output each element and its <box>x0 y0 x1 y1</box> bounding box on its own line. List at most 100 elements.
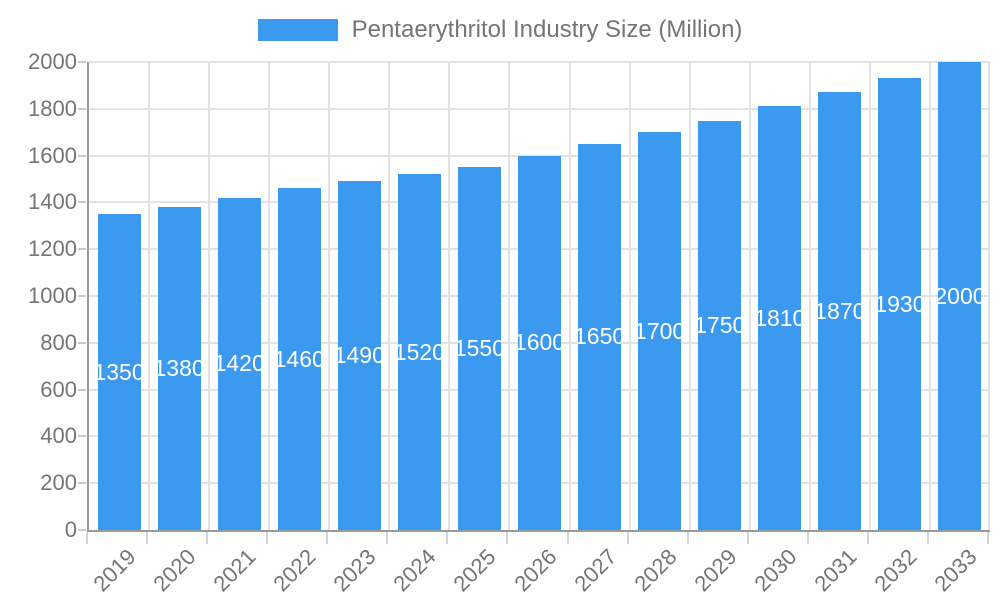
y-axis-tick <box>78 248 86 251</box>
bar-value-label: 1420 <box>217 350 261 377</box>
bar-value-label: 1750 <box>698 311 742 338</box>
y-axis-tick <box>78 341 86 344</box>
bar-value-label: 1380 <box>157 355 201 382</box>
y-tick-label: 1600 <box>28 142 77 168</box>
x-axis-tick <box>146 532 149 544</box>
bar[interactable]: 1600 <box>518 155 561 530</box>
y-tick-label: 1000 <box>28 283 77 308</box>
y-axis-tick <box>78 295 86 297</box>
x-axis-tick <box>926 532 929 544</box>
x-tick-label: 2032 <box>869 544 922 597</box>
y-tick-label: 0 <box>64 517 77 542</box>
x-tick-label: 2028 <box>629 544 682 597</box>
plot-area: 1350 1380 1420 1460 1490 1520 1550 1600 1650 1700… <box>87 61 990 532</box>
x-tick-label: 2020 <box>148 544 201 597</box>
bar-value-label: 1460 <box>277 345 321 372</box>
x-tick-label: 2030 <box>749 544 802 597</box>
gridline-vertical <box>508 62 511 530</box>
gridline-horizontal <box>89 154 990 157</box>
gridline-vertical <box>448 62 451 530</box>
x-tick-label: 2023 <box>328 544 381 597</box>
gridline-vertical <box>628 62 631 530</box>
x-axis-tick <box>987 532 989 544</box>
x-tick-label: 2019 <box>88 544 141 597</box>
x-tick-label: 2029 <box>689 544 742 597</box>
y-tick-label: 600 <box>40 376 77 402</box>
x-axis-tick <box>686 532 689 544</box>
gridline-horizontal <box>89 107 990 110</box>
bar-value-label: 2000 <box>938 282 982 309</box>
bar-value-label: 1520 <box>397 338 441 365</box>
gridline-vertical <box>268 62 271 530</box>
bar[interactable]: 1870 <box>818 92 862 530</box>
x-axis-tick <box>566 532 569 544</box>
x-axis-tick <box>506 532 509 544</box>
gridline-vertical <box>328 62 331 530</box>
gridline-vertical <box>808 62 811 530</box>
bar-value-label: 1600 <box>518 329 561 356</box>
x-tick-label: 2021 <box>208 544 261 597</box>
bar[interactable]: 1490 <box>337 181 381 530</box>
bar-value-label: 1650 <box>578 323 622 350</box>
bar[interactable]: 1380 <box>157 207 201 530</box>
bar-value-label: 1550 <box>457 335 501 362</box>
x-axis-tick <box>806 532 809 544</box>
gridline-vertical <box>148 62 151 530</box>
gridline-vertical <box>208 62 211 530</box>
gridline-vertical <box>388 62 391 530</box>
x-axis-tick <box>266 532 269 544</box>
gridline-vertical <box>868 62 871 530</box>
y-axis-tick <box>78 61 86 63</box>
x-tick-label: 2022 <box>268 544 321 597</box>
bar[interactable]: 1550 <box>457 167 501 530</box>
bar-value-label: 1700 <box>638 317 682 344</box>
y-axis-tick <box>78 482 86 485</box>
gridline-vertical <box>988 62 990 530</box>
y-tick-label: 1200 <box>28 236 77 262</box>
bar[interactable]: 1650 <box>578 143 622 530</box>
bar[interactable]: 1700 <box>638 132 682 530</box>
x-axis-tick <box>386 532 389 544</box>
x-tick-label: 2031 <box>809 544 862 597</box>
gridline-horizontal <box>89 61 990 63</box>
y-tick-label: 400 <box>40 423 77 449</box>
bar-value-label: 1490 <box>337 342 381 369</box>
x-tick-label: 2027 <box>568 544 622 597</box>
x-axis-tick <box>746 532 749 544</box>
y-tick-label: 200 <box>40 470 77 496</box>
legend-item[interactable]: Pentaerythritol Industry Size (Million) <box>0 16 1000 44</box>
y-axis-tick <box>78 107 86 110</box>
x-tick-label: 2026 <box>508 544 562 597</box>
x-axis-tick <box>206 532 209 544</box>
bar[interactable]: 1810 <box>758 106 802 530</box>
bar[interactable]: 1520 <box>397 174 441 530</box>
bar-value-label: 1870 <box>818 297 862 324</box>
bar-value-label: 1930 <box>878 290 922 317</box>
x-axis-tick <box>866 532 869 544</box>
legend-label: Pentaerythritol Industry Size (Million) <box>351 16 743 43</box>
bar[interactable]: 2000 <box>938 62 982 530</box>
bar-value-label: 1350 <box>97 358 141 385</box>
y-axis-tick <box>78 435 86 438</box>
gridline-vertical <box>748 62 751 530</box>
bar[interactable]: 1750 <box>698 120 742 530</box>
y-axis-tick <box>78 154 86 157</box>
bar[interactable]: 1350 <box>97 214 141 530</box>
gridline-vertical <box>928 62 931 530</box>
x-tick-label: 2025 <box>448 544 502 597</box>
y-axis-tick <box>78 388 86 391</box>
gridline-vertical <box>688 62 691 530</box>
bar[interactable]: 1460 <box>277 188 321 530</box>
x-axis-tick <box>86 532 88 544</box>
x-axis-tick <box>626 532 629 544</box>
y-axis-tick <box>78 201 86 204</box>
y-tick-label: 2000 <box>28 49 77 74</box>
bar[interactable]: 1420 <box>217 197 261 530</box>
bar[interactable]: 1930 <box>878 78 922 530</box>
legend-swatch <box>257 19 338 41</box>
bar-value-label: 1810 <box>758 304 802 331</box>
x-tick-label: 2024 <box>388 544 442 597</box>
y-tick-label: 800 <box>40 329 77 355</box>
y-tick-label: 1400 <box>28 189 77 215</box>
